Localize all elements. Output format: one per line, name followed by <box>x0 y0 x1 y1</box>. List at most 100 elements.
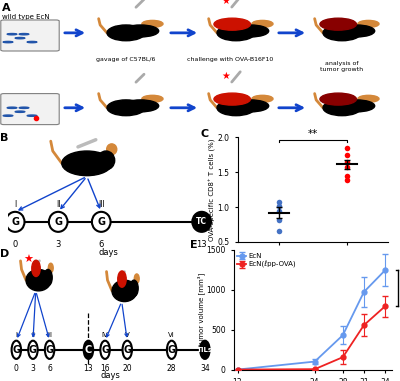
Circle shape <box>44 269 52 286</box>
Text: 16: 16 <box>100 364 110 373</box>
Text: III: III <box>46 332 53 338</box>
Ellipse shape <box>107 25 145 41</box>
Circle shape <box>130 280 138 296</box>
Polygon shape <box>7 34 17 35</box>
Point <box>344 158 350 165</box>
Text: A: A <box>2 3 11 13</box>
Circle shape <box>12 341 21 359</box>
Circle shape <box>142 95 163 102</box>
Ellipse shape <box>112 280 137 302</box>
Ellipse shape <box>107 100 145 116</box>
Text: 6: 6 <box>47 364 52 373</box>
Text: II: II <box>56 200 60 209</box>
Text: G: G <box>46 345 54 355</box>
Text: 0: 0 <box>14 364 19 373</box>
Text: I: I <box>15 332 17 338</box>
Ellipse shape <box>323 100 361 116</box>
Text: C: C <box>200 129 209 139</box>
Text: 6: 6 <box>98 240 104 249</box>
Ellipse shape <box>26 269 51 291</box>
Circle shape <box>338 25 375 37</box>
Point <box>276 199 282 205</box>
Text: G: G <box>101 345 109 355</box>
Circle shape <box>232 100 269 112</box>
Text: I: I <box>14 200 16 209</box>
Polygon shape <box>15 37 25 39</box>
Point <box>276 229 282 235</box>
Circle shape <box>32 260 40 277</box>
Polygon shape <box>3 42 13 43</box>
Circle shape <box>49 212 68 232</box>
Text: V: V <box>125 332 130 338</box>
Y-axis label: OVA-specific CD8⁺ T cells (%): OVA-specific CD8⁺ T cells (%) <box>209 138 216 241</box>
Text: III: III <box>98 200 105 209</box>
Ellipse shape <box>217 100 255 116</box>
Text: G: G <box>11 217 19 227</box>
Circle shape <box>214 18 250 30</box>
Text: ★: ★ <box>24 255 34 265</box>
Circle shape <box>48 263 53 273</box>
Point <box>344 152 350 158</box>
Text: G: G <box>54 217 62 227</box>
Text: 20: 20 <box>122 364 132 373</box>
Text: analysis of
tumor growth: analysis of tumor growth <box>320 61 364 72</box>
Text: **: ** <box>308 129 318 139</box>
Text: ★: ★ <box>222 0 230 6</box>
Circle shape <box>122 100 159 112</box>
Circle shape <box>167 341 176 359</box>
Circle shape <box>214 93 250 105</box>
Point <box>344 144 350 150</box>
Point <box>276 207 282 213</box>
FancyBboxPatch shape <box>1 94 59 125</box>
Polygon shape <box>3 115 13 116</box>
Circle shape <box>122 25 159 37</box>
Text: EcN(ℓpp-OVA): EcN(ℓpp-OVA) <box>2 95 50 102</box>
Text: days: days <box>101 371 120 380</box>
Circle shape <box>358 21 379 27</box>
Text: wild type EcN: wild type EcN <box>2 14 50 20</box>
Circle shape <box>100 341 110 359</box>
Circle shape <box>358 95 379 102</box>
Circle shape <box>142 21 163 27</box>
Legend: EcN, EcN(ℓpp-OVA): EcN, EcN(ℓpp-OVA) <box>238 253 296 268</box>
Circle shape <box>45 341 54 359</box>
Text: ★: ★ <box>222 71 230 81</box>
Text: B: B <box>0 133 8 142</box>
Text: VI: VI <box>168 332 175 338</box>
Text: TILs: TILs <box>197 347 213 353</box>
Circle shape <box>97 151 115 170</box>
Circle shape <box>107 144 117 155</box>
Text: G: G <box>29 345 37 355</box>
Polygon shape <box>19 34 29 35</box>
Circle shape <box>6 212 24 232</box>
Text: challenge with OVA-B16F10: challenge with OVA-B16F10 <box>187 56 273 61</box>
Text: 28: 28 <box>167 364 176 373</box>
Ellipse shape <box>62 151 112 176</box>
Text: IV: IV <box>102 332 108 338</box>
Text: 3: 3 <box>56 240 61 249</box>
Circle shape <box>320 18 356 30</box>
Text: TC: TC <box>196 217 207 226</box>
Ellipse shape <box>323 25 361 41</box>
Circle shape <box>338 100 375 112</box>
Point <box>276 203 282 209</box>
Text: 13: 13 <box>196 240 207 249</box>
FancyBboxPatch shape <box>1 20 59 51</box>
Point <box>344 178 350 184</box>
Circle shape <box>28 341 38 359</box>
Text: 34: 34 <box>200 364 210 373</box>
Circle shape <box>320 93 356 105</box>
Text: D: D <box>0 248 9 259</box>
Circle shape <box>134 274 139 283</box>
Text: C: C <box>85 345 92 355</box>
Text: 13: 13 <box>84 364 93 373</box>
Polygon shape <box>7 107 17 109</box>
Circle shape <box>252 95 273 102</box>
Circle shape <box>252 21 273 27</box>
Polygon shape <box>27 115 37 116</box>
Text: days: days <box>98 248 118 257</box>
Polygon shape <box>27 42 37 43</box>
Text: II: II <box>31 332 35 338</box>
Text: G: G <box>12 345 20 355</box>
Circle shape <box>92 212 110 232</box>
